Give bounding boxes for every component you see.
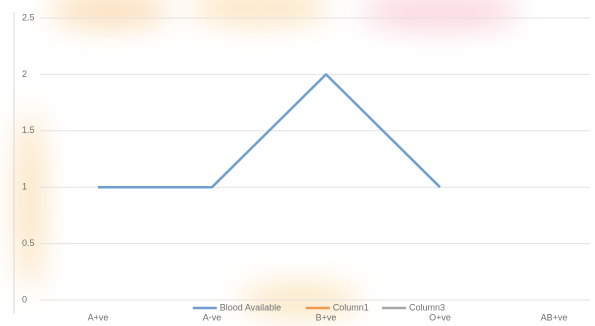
watermark — [16, 0, 520, 318]
x-tick-label: B+ve — [316, 312, 337, 322]
x-tick-label: AB+ve — [541, 312, 568, 322]
x-tick-label: O+ve — [429, 312, 451, 322]
legend-label: Column1 — [333, 302, 369, 312]
legend-label: Blood Available — [220, 302, 281, 312]
y-tick-label: 1 — [22, 182, 27, 192]
y-tick-label: 2 — [22, 69, 27, 79]
x-tick-label: A+ve — [88, 312, 109, 322]
y-tick-label: 2.5 — [22, 12, 35, 22]
y-tick-label: 0.5 — [22, 238, 35, 248]
y-tick-label: 0 — [22, 294, 27, 304]
y-tick-label: 1.5 — [22, 125, 35, 135]
series-line — [98, 73, 441, 189]
legend-label: Column3 — [409, 302, 445, 312]
x-tick-label: A-ve — [203, 312, 222, 322]
